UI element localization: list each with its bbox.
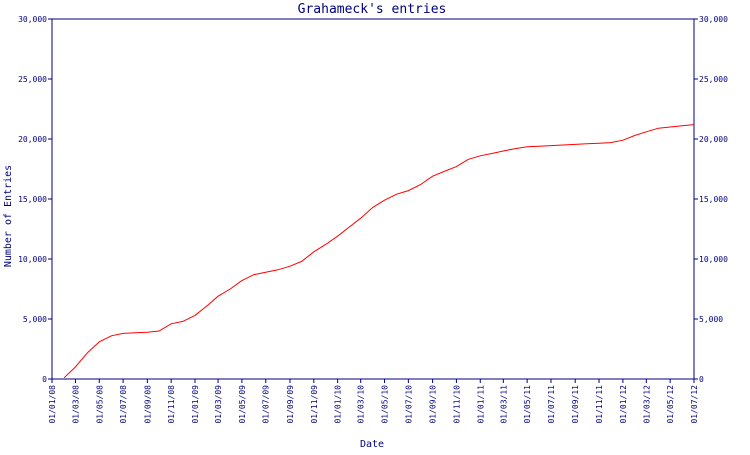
x-tick-label: 01/07/11 bbox=[547, 385, 556, 424]
x-tick-label: 01/11/09 bbox=[310, 385, 319, 424]
x-tick-label: 01/01/12 bbox=[619, 385, 628, 424]
series-line-entries bbox=[63, 124, 695, 379]
y-tick-label-right: 10,000 bbox=[699, 255, 728, 264]
x-tick-label: 01/07/12 bbox=[690, 385, 699, 424]
x-axis-label: Date bbox=[360, 439, 384, 450]
x-tick-label: 01/05/11 bbox=[523, 385, 532, 424]
y-axis-label: Number of Entries bbox=[3, 165, 14, 267]
y-tick-label-left: 5,000 bbox=[23, 315, 47, 324]
y-tick-label-right: 30,000 bbox=[699, 15, 728, 24]
x-tick-label: 01/11/08 bbox=[167, 385, 176, 424]
y-tick-label-right: 20,000 bbox=[699, 135, 728, 144]
x-tick-label: 01/03/12 bbox=[642, 385, 651, 424]
y-tick-label-left: 0 bbox=[42, 375, 47, 384]
chart-title: Grahameck's entries bbox=[298, 2, 447, 17]
x-tick-label: 01/09/10 bbox=[429, 385, 438, 424]
y-tick-label-right: 25,000 bbox=[699, 75, 728, 84]
x-tick-label: 01/03/10 bbox=[357, 385, 366, 424]
y-tick-label-left: 10,000 bbox=[18, 255, 47, 264]
x-tick-label: 01/05/08 bbox=[95, 385, 104, 424]
x-tick-label: 01/09/09 bbox=[286, 385, 295, 424]
x-tick-label: 01/03/09 bbox=[214, 385, 223, 424]
x-tick-label: 01/03/08 bbox=[71, 385, 80, 424]
x-tick-label: 01/05/09 bbox=[238, 385, 247, 424]
x-tick-label: 01/01/10 bbox=[334, 385, 343, 424]
x-tick-label: 01/01/09 bbox=[191, 385, 200, 424]
y-tick-label-right: 15,000 bbox=[699, 195, 728, 204]
y-tick-label-left: 20,000 bbox=[18, 135, 47, 144]
x-tick-label: 01/01/08 bbox=[48, 385, 57, 424]
x-tick-label: 01/11/10 bbox=[452, 385, 461, 424]
x-tick-label: 01/09/11 bbox=[571, 385, 580, 424]
x-tick-label: 01/03/11 bbox=[499, 385, 508, 424]
y-tick-label-right: 0 bbox=[699, 375, 704, 384]
y-tick-label-right: 5,000 bbox=[699, 315, 723, 324]
x-tick-label: 01/11/11 bbox=[595, 385, 604, 424]
y-tick-label-left: 15,000 bbox=[18, 195, 47, 204]
x-tick-label: 01/01/11 bbox=[476, 385, 485, 424]
y-tick-label-left: 30,000 bbox=[18, 15, 47, 24]
x-tick-label: 01/07/08 bbox=[119, 385, 128, 424]
x-tick-label: 01/07/09 bbox=[262, 385, 271, 424]
x-tick-label: 01/05/10 bbox=[381, 385, 390, 424]
x-tick-label: 01/09/08 bbox=[143, 385, 152, 424]
x-tick-label: 01/05/12 bbox=[666, 385, 675, 424]
y-tick-label-left: 25,000 bbox=[18, 75, 47, 84]
plot-frame bbox=[51, 18, 695, 380]
x-tick-label: 01/07/10 bbox=[404, 385, 413, 424]
